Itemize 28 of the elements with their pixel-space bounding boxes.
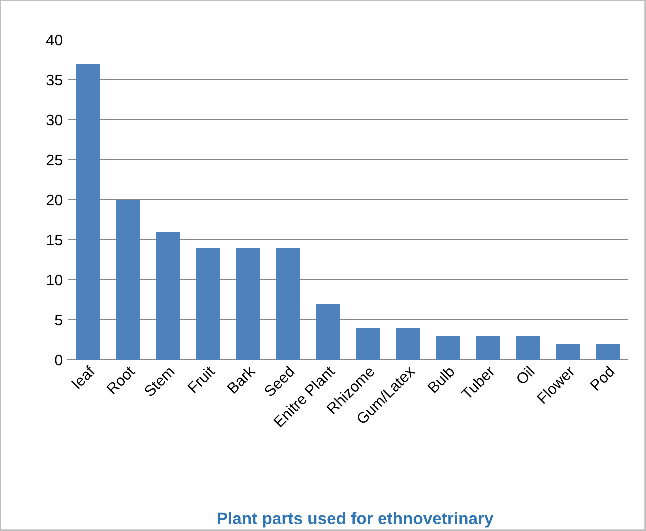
y-tick-label: 25 [46, 154, 62, 166]
bar [316, 304, 340, 360]
bar [236, 248, 260, 360]
y-tick-label: 5 [55, 315, 62, 326]
bar [196, 248, 220, 360]
bar [476, 336, 500, 360]
y-tick-label: 20 [46, 194, 63, 206]
x-tick-label: Oil [515, 366, 536, 386]
y-tick-label: 30 [46, 114, 63, 126]
bar [76, 64, 100, 360]
y-tick-label: 15 [47, 235, 62, 246]
bar [116, 200, 140, 360]
y-tick-label: 35 [46, 74, 62, 86]
x-tick-label: Pod [590, 366, 616, 392]
bar [396, 328, 420, 360]
x-tick-label: leaf [71, 364, 96, 390]
bar [276, 248, 300, 360]
bar [356, 328, 380, 360]
bar [556, 344, 580, 360]
y-tick-label: 40 [46, 34, 63, 46]
text: Plant parts used for ethnovetrinary [218, 512, 494, 528]
y-tick-label: 0 [55, 354, 63, 366]
bar [436, 336, 460, 360]
bar [516, 336, 540, 360]
bar [156, 232, 180, 360]
x-tick-label: Bulb [427, 365, 456, 394]
y-tick-label: 10 [47, 274, 63, 286]
bar [596, 344, 620, 360]
